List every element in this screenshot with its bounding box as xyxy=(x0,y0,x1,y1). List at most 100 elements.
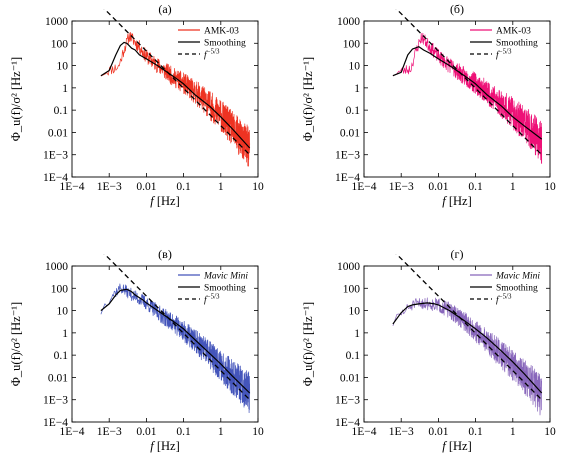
plot-frame xyxy=(363,265,551,423)
y-tick-label: 100 xyxy=(51,38,69,50)
x-tick-label: 1E−4 xyxy=(59,426,84,438)
smoothing-line xyxy=(100,288,251,394)
power-law-line xyxy=(395,254,543,401)
x-tick-label: 0.1 xyxy=(176,181,191,193)
chart-panel-3: 1E−4 1E−3 0.01 0.1 1 10 1E−4 1E−3 0.01 0.1 1 10 100 1… xyxy=(9,247,264,453)
x-tick-label: 1E−4 xyxy=(351,426,376,438)
y-tick-label: 0.1 xyxy=(54,350,69,362)
y-tick-label: 0.01 xyxy=(340,372,360,384)
x-tick-label: 1E−3 xyxy=(97,181,122,193)
x-tick-label: 0.01 xyxy=(428,181,448,193)
x-tick-label: 0.01 xyxy=(136,426,156,438)
y-tick-label: 100 xyxy=(343,38,361,50)
chart-panel-2: 1E−4 1E−3 0.01 0.1 1 10 1E−4 1E−3 0.01 0.1 1 10 100 1… xyxy=(301,2,556,208)
power-law-line xyxy=(395,9,543,156)
smoothing-line xyxy=(392,302,543,394)
y-tick-label: 1 xyxy=(62,83,68,95)
x-tick-label: 0.1 xyxy=(468,181,483,193)
legend-label: Mavic Mini xyxy=(203,272,248,282)
legend-label: f−5/3 xyxy=(496,48,512,61)
y-tick-label: 10 xyxy=(349,61,361,73)
plot-area xyxy=(392,254,543,416)
x-tick-label: 1E−4 xyxy=(351,181,376,193)
x-tick-label: 10 xyxy=(544,426,556,438)
x-tick-label: 1E−3 xyxy=(389,181,414,193)
legend-label: AMK-03 xyxy=(496,27,531,37)
chart-panel-1: 1E−4 1E−3 0.01 0.1 1 10 1E−4 1E−3 0.01 0.1 1 10 100 1… xyxy=(9,2,264,208)
x-tick-label: 0.01 xyxy=(428,426,448,438)
y-tick-label: 0.01 xyxy=(48,127,68,139)
y-tick-label: 10 xyxy=(349,306,361,318)
smoothing-line xyxy=(100,41,251,149)
plot-frame xyxy=(71,265,259,423)
legend-label: Smoothing xyxy=(204,39,246,49)
y-tick-label: 1E−3 xyxy=(43,395,68,407)
series-line-1 xyxy=(392,32,543,164)
y-tick-label: 1E−4 xyxy=(43,172,68,184)
x-axis-label: f [Hz] xyxy=(442,194,472,208)
legend-label: f−5/3 xyxy=(496,293,512,306)
series-line-1 xyxy=(392,297,543,416)
y-tick-label: 1E−3 xyxy=(43,150,68,162)
plot-area xyxy=(392,9,543,164)
y-tick-label: 1000 xyxy=(337,16,360,28)
x-tick-label: 10 xyxy=(252,181,264,193)
chart-panel-4: 1E−4 1E−3 0.01 0.1 1 10 1E−4 1E−3 0.01 0.1 1 10 100 1… xyxy=(301,247,556,453)
panel-label: (б) xyxy=(450,2,464,16)
legend-label: f−5/3 xyxy=(204,293,220,306)
y-axis-label: Φ_u(f)/σ² [Hz⁻¹] xyxy=(9,57,23,141)
x-tick-label: 1 xyxy=(510,181,516,193)
x-tick-label: 0.01 xyxy=(136,181,156,193)
y-tick-label: 1E−4 xyxy=(43,417,68,429)
legend-label: Smoothing xyxy=(496,284,538,294)
series-line-1 xyxy=(100,32,251,167)
legend-label: Mavic Mini xyxy=(495,272,540,282)
y-tick-label: 1000 xyxy=(337,261,360,273)
y-tick-label: 1 xyxy=(62,328,68,340)
y-tick-label: 1 xyxy=(354,83,360,95)
x-tick-label: 1 xyxy=(510,426,516,438)
y-tick-label: 10 xyxy=(57,306,69,318)
plot-area xyxy=(100,9,251,167)
x-axis-label: f [Hz] xyxy=(150,194,180,208)
y-tick-label: 0.1 xyxy=(54,105,69,117)
plot-frame xyxy=(71,20,259,178)
y-tick-label: 0.01 xyxy=(340,127,360,139)
panel-label: (в) xyxy=(158,247,172,261)
x-tick-label: 1 xyxy=(218,426,224,438)
panel-label: (а) xyxy=(158,2,171,16)
x-axis-label: f [Hz] xyxy=(442,439,472,453)
plot-frame xyxy=(363,20,551,178)
y-tick-label: 1 xyxy=(354,328,360,340)
y-tick-label: 1E−4 xyxy=(335,172,360,184)
plot-area xyxy=(100,254,251,414)
power-law-line xyxy=(103,254,251,401)
y-tick-label: 100 xyxy=(343,283,361,295)
power-law-line xyxy=(103,9,251,156)
legend-label: Smoothing xyxy=(204,284,246,294)
y-tick-label: 0.1 xyxy=(346,105,361,117)
x-tick-label: 10 xyxy=(252,426,264,438)
y-tick-label: 1000 xyxy=(45,261,68,273)
legend-label: Smoothing xyxy=(496,39,538,49)
y-tick-label: 100 xyxy=(51,283,69,295)
y-axis-label: Φ_u(f)/σ² [Hz⁻¹] xyxy=(301,57,315,141)
y-tick-label: 1E−3 xyxy=(335,150,360,162)
x-tick-label: 1 xyxy=(218,181,224,193)
x-tick-label: 0.1 xyxy=(176,426,191,438)
y-tick-label: 1E−4 xyxy=(335,417,360,429)
x-tick-label: 1E−4 xyxy=(59,181,84,193)
series-line-1 xyxy=(100,283,251,414)
y-tick-label: 1000 xyxy=(45,16,68,28)
y-tick-label: 1E−3 xyxy=(335,395,360,407)
legend-label: f−5/3 xyxy=(204,48,220,61)
legend-label: AMK-03 xyxy=(204,27,239,37)
panel-label: (г) xyxy=(451,247,464,261)
y-tick-label: 10 xyxy=(57,61,69,73)
y-axis-label: Φ_u(f)/σ² [Hz⁻¹] xyxy=(301,302,315,386)
